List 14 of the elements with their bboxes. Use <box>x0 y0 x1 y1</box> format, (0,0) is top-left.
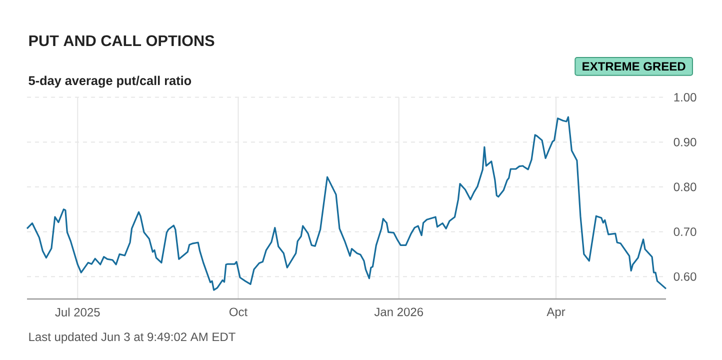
x-tick-label: Jan 2026 <box>374 308 424 316</box>
x-tick-label: Apr <box>546 308 566 318</box>
y-tick-label: 0.90 <box>674 138 696 146</box>
y-tick-label: 0.60 <box>674 272 696 281</box>
chart-subtitle: 5-day average put/call ratio <box>28 76 192 88</box>
y-tick-label: 0.70 <box>674 228 696 236</box>
chart-title: PUT AND CALL OPTIONS <box>29 35 214 46</box>
y-tick-label: 0.80 <box>674 182 696 192</box>
text: Last updated Jun 3 at 9:49:02 AM EDT <box>29 332 236 344</box>
x-tick-label: Oct <box>229 308 248 316</box>
text: EXTREME GREED <box>582 62 686 71</box>
y-tick-label: 1.00 <box>674 93 696 102</box>
x-tick-label: Jul 2025 <box>55 308 100 317</box>
line-series <box>26 116 667 291</box>
